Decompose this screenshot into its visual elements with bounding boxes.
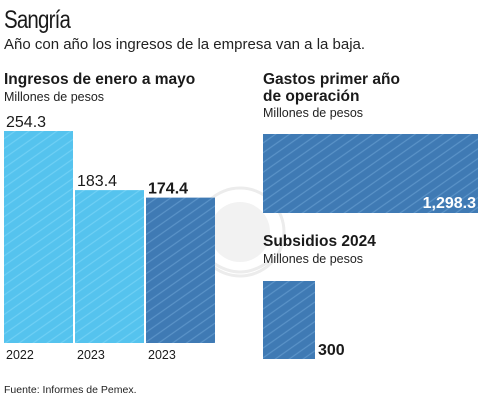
chart-title: Ingresos de enero a mayo xyxy=(4,71,195,88)
bar-2 xyxy=(75,190,144,343)
bar-value-label: 254.3 xyxy=(6,114,46,131)
bar-value-label: 300 xyxy=(318,342,345,359)
page-subtitle: Año con año los ingresos de la empresa v… xyxy=(4,36,366,53)
page-title: Sangría xyxy=(4,6,71,34)
bar-value-label: 174.4 xyxy=(148,181,188,198)
bar-subsidios xyxy=(263,281,315,359)
chart-unit-label: Millones de pesos xyxy=(263,252,363,266)
bar-gastos xyxy=(263,134,478,213)
emblem-watermark xyxy=(194,186,286,278)
chart-title: Gastos primer año de operación xyxy=(263,71,400,105)
bar-value-label: 183.4 xyxy=(77,173,117,190)
bar-1 xyxy=(4,131,73,343)
bar-value-label: 1,298.3 xyxy=(423,195,476,212)
chart-unit-label: Millones de pesos xyxy=(4,90,104,104)
bar-3 xyxy=(146,197,215,343)
x-tick-label: 2023 xyxy=(77,348,105,362)
chart-title: Subsidios 2024 xyxy=(263,233,376,250)
x-tick-label: 2023 xyxy=(148,348,176,362)
chart-unit-label: Millones de pesos xyxy=(263,106,363,120)
x-tick-label: 2022 xyxy=(6,348,34,362)
source-note: Fuente: Informes de Pemex. xyxy=(4,384,137,396)
